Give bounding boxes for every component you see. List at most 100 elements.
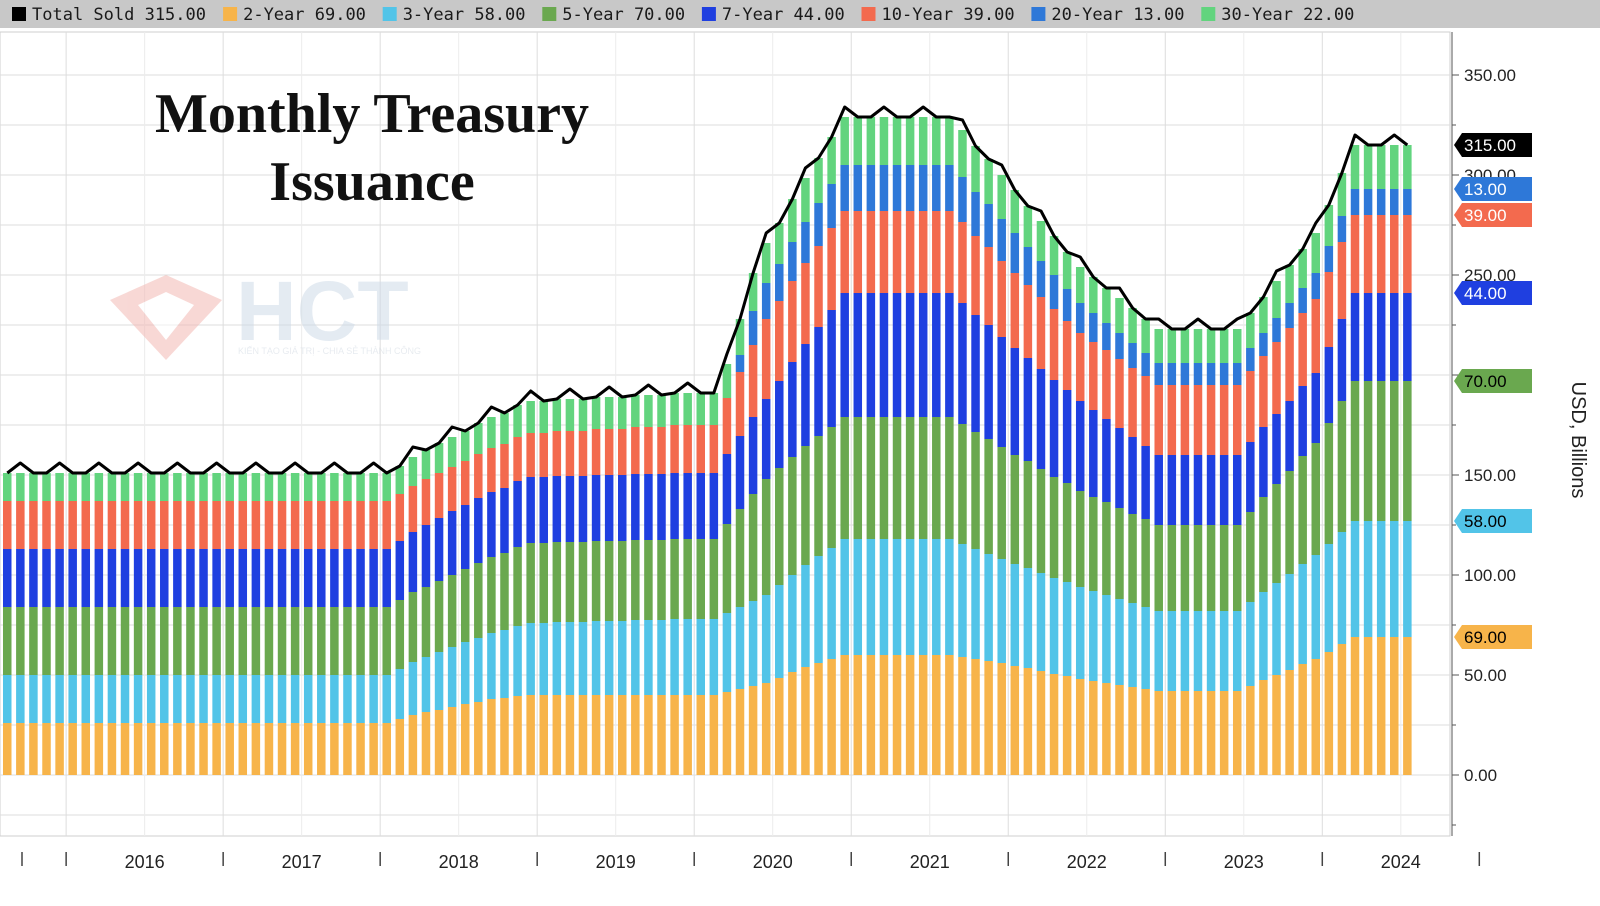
- bar-segment-3-year: [1115, 599, 1124, 685]
- legend-swatch: [701, 7, 716, 21]
- bar-segment-5-year: [199, 607, 208, 675]
- bar-segment-7-year: [1154, 455, 1163, 525]
- bar-segment-10-year: [1036, 297, 1046, 369]
- bar-segment-2-year: [133, 723, 143, 775]
- bar-segment-7-year: [1089, 410, 1098, 497]
- bar-segment-7-year: [775, 381, 784, 468]
- bar-segment-5-year: [107, 607, 117, 675]
- bar-segment-20-year: [1089, 313, 1098, 342]
- legend-label: 3-Year 58.00: [403, 5, 526, 25]
- bar-segment-7-year: [81, 549, 91, 607]
- bar-segment-7-year: [1311, 373, 1320, 443]
- bar-segment-10-year: [775, 301, 784, 381]
- bar-segment-10-year: [238, 501, 248, 549]
- bar-segment-10-year: [670, 425, 679, 473]
- bar-segment-10-year: [146, 501, 156, 549]
- bar-segment-3-year: [513, 626, 522, 696]
- x-tick-label: 2020: [753, 852, 793, 872]
- bar-segment-10-year: [1023, 285, 1033, 358]
- month-bar-stack: [866, 117, 876, 775]
- bar-segment-3-year: [696, 619, 705, 695]
- value-flag-label: 39.00: [1464, 206, 1507, 225]
- bar-segment-3-year: [1141, 607, 1150, 689]
- bar-segment-30-year: [1285, 265, 1294, 303]
- bar-segment-5-year: [997, 447, 1006, 559]
- bar-segment-5-year: [905, 417, 915, 539]
- bar-segment-5-year: [434, 581, 444, 652]
- bar-segment-10-year: [801, 263, 810, 344]
- month-bar-stack: [120, 473, 130, 775]
- bar-segment-2-year: [500, 698, 509, 775]
- bar-segment-10-year: [657, 427, 666, 474]
- bar-segment-30-year: [1219, 329, 1229, 363]
- value-flag-label: 70.00: [1464, 372, 1507, 391]
- bar-segment-3-year: [945, 539, 954, 655]
- bar-segment-5-year: [801, 446, 810, 565]
- legend-item-10-year: 10-Year 39.00: [861, 5, 1015, 25]
- month-bar-stack: [945, 117, 954, 775]
- bar-segment-30-year: [513, 405, 522, 437]
- month-bar-stack: [199, 473, 208, 775]
- bar-segment-2-year: [1180, 691, 1190, 775]
- value-flags: 315.00 13.00 39.00 44.00 70.00 58.00 69.00: [1454, 133, 1532, 649]
- bar-segment-2-year: [1311, 659, 1320, 775]
- bar-segment-7-year: [330, 549, 339, 607]
- bar-segment-30-year: [68, 473, 77, 501]
- bar-segment-7-year: [591, 475, 601, 541]
- bar-segment-20-year: [1102, 323, 1111, 350]
- month-bar-stack: [631, 395, 640, 775]
- bar-segment-5-year: [290, 607, 300, 675]
- bar-segment-2-year: [1272, 675, 1281, 775]
- bar-segment-5-year: [1311, 443, 1320, 555]
- bar-segment-30-year: [578, 399, 588, 431]
- bar-segment-3-year: [814, 556, 823, 663]
- month-bar-stack: [657, 395, 666, 775]
- month-bar-stack: [958, 130, 967, 775]
- bar-segment-10-year: [133, 501, 143, 549]
- bar-segment-7-year: [408, 532, 418, 592]
- bar-segment-10-year: [277, 501, 287, 549]
- bar-segment-10-year: [683, 425, 692, 473]
- bar-segment-10-year: [81, 501, 91, 549]
- value-flag-label: 13.00: [1464, 180, 1507, 199]
- bar-segment-7-year: [146, 549, 156, 607]
- bar-segment-10-year: [1376, 215, 1386, 293]
- bar-segment-10-year: [1180, 385, 1190, 455]
- month-bar-stack: [343, 473, 352, 775]
- value-flag-3-year: 58.00: [1454, 509, 1532, 533]
- bar-segment-3-year: [670, 619, 679, 695]
- bar-segment-3-year: [1219, 611, 1229, 691]
- month-bar-stack: [1193, 329, 1203, 775]
- bar-segment-20-year: [1219, 363, 1229, 385]
- bar-segment-7-year: [526, 477, 535, 543]
- bar-segment-5-year: [971, 432, 980, 549]
- bar-segment-3-year: [173, 675, 182, 723]
- bar-segment-10-year: [1337, 242, 1347, 319]
- bar-segment-30-year: [42, 473, 51, 501]
- month-bar-stack: [735, 319, 745, 775]
- bar-segment-7-year: [1219, 455, 1229, 525]
- bars: [3, 117, 1412, 775]
- month-bar-stack: [317, 473, 326, 775]
- bar-segment-7-year: [801, 344, 810, 446]
- bar-segment-30-year: [775, 223, 784, 264]
- bar-segment-7-year: [657, 474, 666, 540]
- bar-segment-20-year: [1154, 363, 1163, 385]
- bar-segment-3-year: [16, 675, 25, 723]
- bar-segment-3-year: [133, 675, 143, 723]
- bar-segment-3-year: [1010, 564, 1020, 666]
- bar-segment-30-year: [1206, 329, 1216, 363]
- bar-segment-2-year: [1232, 691, 1242, 775]
- bar-segment-30-year: [330, 473, 339, 501]
- month-bar-stack: [1219, 329, 1229, 775]
- month-bar-stack: [29, 473, 38, 775]
- month-bar-stack: [55, 473, 64, 775]
- bar-segment-7-year: [997, 337, 1006, 447]
- bar-segment-5-year: [303, 607, 313, 675]
- bar-segment-3-year: [238, 675, 248, 723]
- chart-title-line-2: Issuance: [269, 151, 474, 213]
- bar-segment-5-year: [421, 587, 431, 657]
- bar-segment-30-year: [251, 473, 261, 501]
- bar-segment-20-year: [1272, 318, 1281, 342]
- month-bar-stack: [1167, 329, 1177, 775]
